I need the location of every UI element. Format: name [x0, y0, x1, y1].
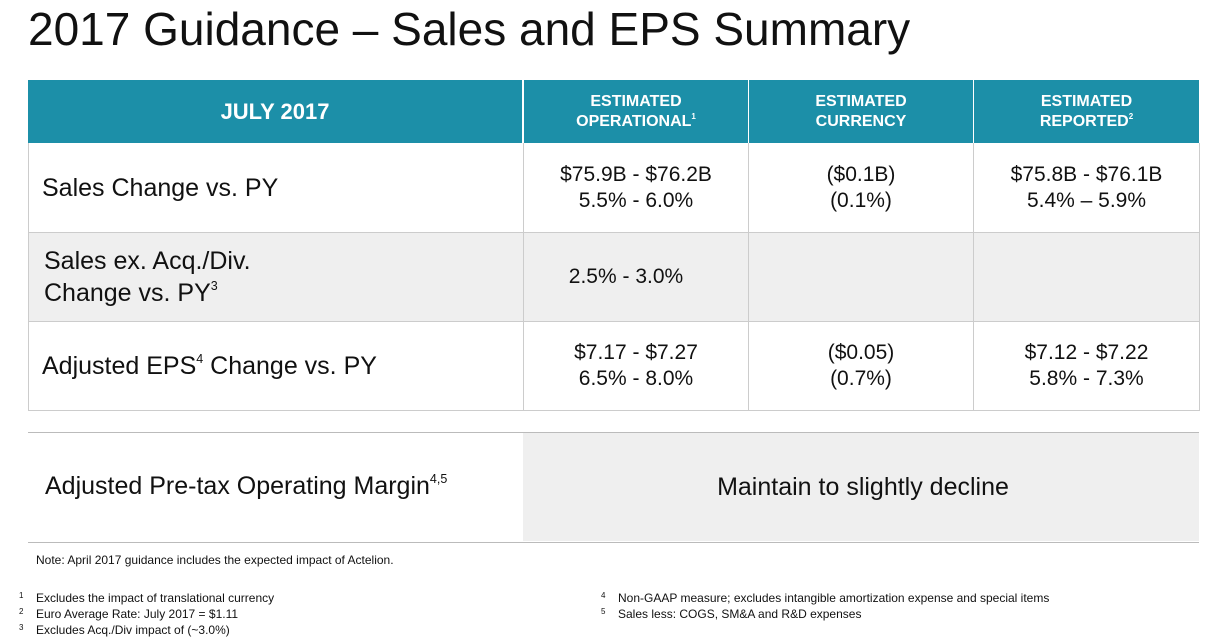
- footnote: 3 Excludes Acq./Div impact of (~3.0%): [16, 623, 230, 637]
- superscript: 3: [210, 278, 218, 293]
- footnote-number: 1: [19, 591, 24, 600]
- footnote: 2 Euro Average Rate: July 2017 = $1.11: [16, 607, 238, 621]
- superscript: 4: [196, 351, 204, 366]
- footnote-number: 3: [19, 623, 24, 632]
- margin-block: [28, 432, 1199, 543]
- cell-text: (0.7%): [830, 367, 892, 390]
- footnote-text: Non-GAAP measure; excludes intangible am…: [618, 591, 1050, 605]
- superscript: 1: [691, 111, 696, 121]
- footnote-text: Excludes Acq./Div impact of (~3.0%): [36, 623, 230, 637]
- footnote: 4 Non-GAAP measure; excludes intangible a…: [598, 591, 1049, 605]
- header-cell: JULY 2017: [28, 80, 522, 143]
- label-text: Adjusted EPS4 Change vs. PY: [42, 350, 377, 382]
- cell: 2.5% - 3.0%: [524, 233, 749, 322]
- footnote: 5 Sales less: COGS, SM&A and R&D expenses: [598, 607, 861, 621]
- header-text: ESTIMATED: [815, 92, 907, 110]
- cell-text: $7.17 - $7.27: [574, 341, 698, 364]
- footnote-number: 5: [601, 607, 606, 616]
- superscript: 2: [1128, 111, 1134, 121]
- footnote-number: 4: [601, 591, 606, 600]
- cell-text: ($0.1B): [826, 162, 896, 186]
- header-text: CURRENCY: [815, 112, 907, 130]
- margin-value: Maintain to slightly decline: [523, 433, 1199, 541]
- row-label: Adjusted EPS4 Change vs. PY: [28, 322, 524, 411]
- footnote: 1 Excludes the impact of translational cu…: [16, 591, 274, 605]
- header-text: REPORTED2: [1040, 112, 1133, 132]
- cell: $7.17 - $7.27 6.5% - 8.0%: [524, 322, 749, 411]
- label-text: Adjusted EPS: [42, 352, 197, 380]
- cell-text: 5.4% – 5.9%: [1026, 188, 1147, 212]
- header-text: ESTIMATED: [590, 92, 682, 110]
- footnote-text: Sales less: COGS, SM&A and R&D expenses: [618, 607, 862, 621]
- label-text: Sales Change vs. PY: [42, 173, 279, 202]
- cell-text: 2.5% - 3.0%: [568, 265, 684, 288]
- superscript: 4,5: [429, 471, 448, 486]
- cell: $7.12 - $7.22 5.8% - 7.3%: [974, 322, 1200, 411]
- note: Note: April 2017 guidance includes the e…: [36, 553, 394, 567]
- cell: ($0.1B) (0.1%): [749, 143, 974, 233]
- header-cell: ESTIMATED CURRENCY: [749, 80, 973, 143]
- header-cell: ESTIMATED OPERATIONAL1: [524, 80, 748, 143]
- cell-text: $7.12 - $7.22: [1024, 341, 1149, 364]
- cell: ($0.05) (0.7%): [749, 322, 974, 411]
- header-text: OPERATIONAL: [576, 112, 692, 130]
- cell: [749, 233, 974, 322]
- footnote-text: Euro Average Rate: July 2017 = $1.11: [36, 607, 239, 621]
- cell-text: ($0.05): [827, 341, 895, 364]
- header-cell: ESTIMATED REPORTED2: [974, 80, 1199, 143]
- header-text: JULY 2017: [220, 98, 330, 124]
- label-text: Sales ex. Acq./Div.: [44, 247, 251, 275]
- header-text: REPORTED: [1039, 112, 1129, 130]
- label-text: Change vs. PY: [203, 352, 377, 380]
- header-text: ESTIMATED: [1040, 92, 1133, 110]
- cell-text: $75.9B - $76.2B: [560, 162, 712, 186]
- cell-text: (0.1%): [830, 188, 892, 212]
- cell: [974, 233, 1200, 322]
- cell: $75.8B - $76.1B 5.4% – 5.9%: [974, 143, 1200, 233]
- cell: $75.9B - $76.2B 5.5% - 6.0%: [524, 143, 749, 233]
- footnote-text: Excludes the impact of translational cur…: [36, 591, 275, 605]
- footnote-number: 2: [19, 607, 24, 616]
- margin-label-text: Adjusted Pre-tax Operating Margin: [45, 472, 430, 500]
- margin-text: Maintain to slightly decline: [717, 472, 1009, 501]
- row-label: Sales ex. Acq./Div. Change vs. PY3: [28, 233, 524, 322]
- margin-label: Adjusted Pre-tax Operating Margin4,5: [45, 472, 447, 501]
- cell-text: 5.5% - 6.0%: [578, 188, 694, 212]
- row-label: Sales Change vs. PY: [28, 143, 524, 233]
- cell-text: 5.8% - 7.3%: [1029, 367, 1144, 390]
- title: 2017 Guidance – Sales and EPS Summary: [28, 3, 911, 55]
- cell-text: $75.8B - $76.1B: [1010, 162, 1163, 186]
- cell-text: 6.5% - 8.0%: [578, 367, 694, 390]
- header-text: OPERATIONAL1: [576, 112, 696, 132]
- label-text: Change vs. PY3: [44, 277, 218, 309]
- label-text: Change vs. PY: [44, 279, 211, 307]
